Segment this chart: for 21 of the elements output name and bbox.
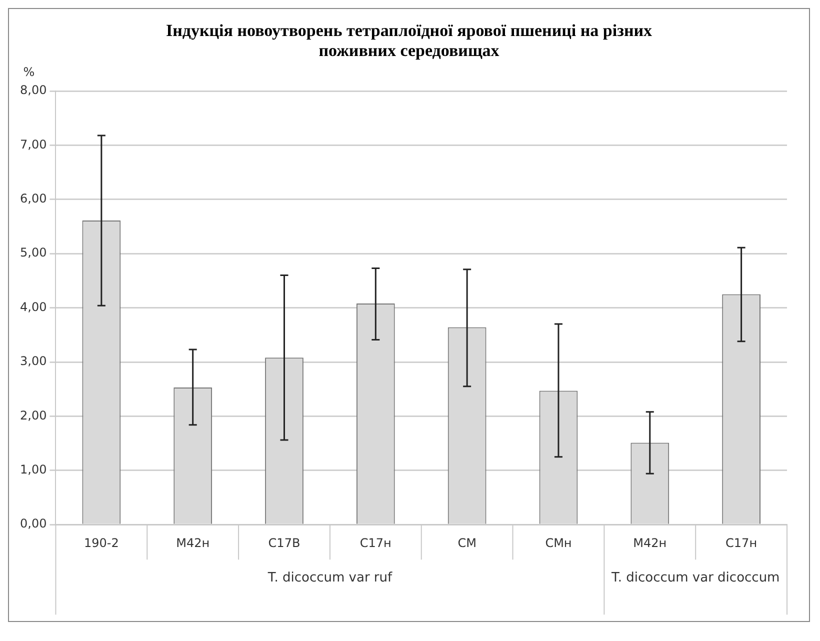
y-tick-label: 8,00 (20, 83, 47, 98)
y-axis-title: % (23, 65, 35, 80)
y-tick-label: 3,00 (20, 354, 47, 368)
y-tick-label: 1,00 (20, 462, 47, 477)
x-tick-label: M42н (633, 536, 667, 550)
x-tick-label: M42н (176, 536, 210, 550)
y-tick-label: 2,00 (20, 408, 47, 422)
text: T. dicoccum var ruf (266, 570, 392, 586)
x-tick-label: 190-2 (84, 536, 119, 550)
y-tick-label: 4,00 (20, 300, 47, 314)
x-tick-label: CM (458, 536, 476, 550)
y-tick-label: 7,00 (20, 137, 47, 152)
y-tick-label: 0,00 (20, 516, 47, 531)
x-tick-label: C17н (726, 536, 758, 550)
text: T. dicoccum var dicoccum (610, 570, 780, 586)
y-tick-label: 6,00 (20, 192, 47, 206)
x-tick-label: C17B (268, 536, 300, 550)
y-tick-label: 5,00 (20, 246, 47, 260)
x-tick-label: CMн (545, 536, 572, 550)
x-tick-label: C17н (360, 536, 392, 550)
chart-title: Індукція новоутворень тетраплоїдної ярової пшениці на різних поживних середовищах (164, 21, 654, 61)
